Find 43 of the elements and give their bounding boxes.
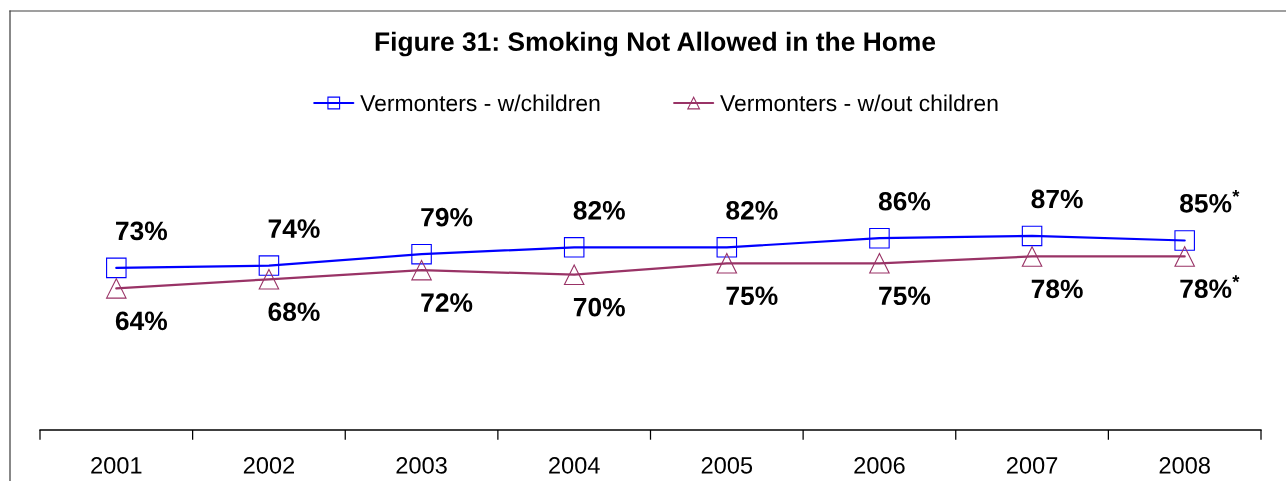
legend-label: Vermonters - w/children: [360, 94, 600, 112]
data-label: 64%: [115, 311, 168, 331]
point: [411, 243, 432, 265]
data-label: 75%: [879, 286, 931, 306]
point: [411, 259, 432, 281]
data-label: 78%: [1031, 279, 1083, 299]
x-tick-label: 2008: [1159, 457, 1210, 474]
data-label: 82%: [726, 201, 778, 220]
data-label: 73%: [116, 221, 168, 241]
point: [1021, 225, 1043, 247]
data-label: 68%: [268, 302, 320, 322]
data-label: 85%$^{*}$: [1180, 189, 1240, 213]
point: [716, 237, 738, 258]
data-label: 79%: [421, 207, 473, 227]
point: [563, 264, 585, 285]
x-tick-label: 2005: [701, 457, 753, 474]
x-tick-label: 2006: [854, 457, 905, 474]
point: [869, 253, 890, 274]
point: [716, 253, 738, 274]
x-tick-label: 2003: [396, 457, 447, 474]
point: [1174, 230, 1195, 251]
point: [106, 257, 127, 279]
legend-label: Vermonters - w/out children: [720, 94, 998, 112]
data-label: 86%: [878, 191, 931, 211]
point: [563, 237, 585, 258]
data-label: 87%: [1031, 189, 1083, 209]
point: [869, 227, 890, 249]
chart-title: Figure 31: Smoking Not Allowed in the Home: [375, 31, 936, 57]
x-tick-label: 2007: [1006, 457, 1058, 474]
point: [1021, 246, 1043, 267]
data-label: 75%: [726, 286, 778, 306]
point: [1174, 246, 1195, 267]
data-label: 72%: [421, 293, 473, 312]
x-tick-label: 2001: [91, 457, 142, 474]
data-label: 82%: [573, 201, 625, 220]
x-tick-label: 2004: [549, 457, 600, 474]
data-label: 74%: [268, 219, 320, 238]
point: [258, 255, 280, 276]
x-tick-label: 2002: [243, 457, 295, 474]
point: [106, 278, 127, 299]
data-label: 78%$^{*}$: [1180, 275, 1240, 299]
data-label: 70%: [573, 297, 625, 317]
point: [258, 268, 280, 290]
